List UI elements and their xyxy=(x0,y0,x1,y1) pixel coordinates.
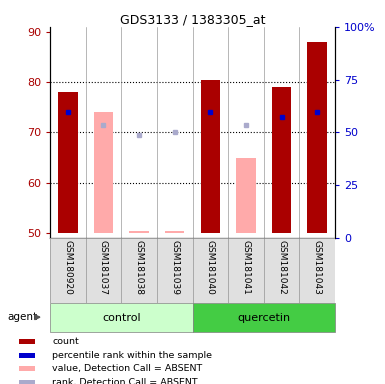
Text: rank, Detection Call = ABSENT: rank, Detection Call = ABSENT xyxy=(52,377,198,384)
Bar xyxy=(129,230,149,233)
Bar xyxy=(192,303,335,332)
Bar xyxy=(58,92,78,233)
Text: GSM181039: GSM181039 xyxy=(170,240,179,295)
Bar xyxy=(201,80,220,233)
Bar xyxy=(19,339,35,344)
Text: GSM181037: GSM181037 xyxy=(99,240,108,295)
Text: GSM181042: GSM181042 xyxy=(277,240,286,295)
Text: quercetin: quercetin xyxy=(237,313,290,323)
Bar xyxy=(272,87,291,233)
Text: percentile rank within the sample: percentile rank within the sample xyxy=(52,351,212,360)
Text: control: control xyxy=(102,313,141,323)
Text: GSM181043: GSM181043 xyxy=(313,240,321,295)
Text: agent: agent xyxy=(8,312,38,322)
Bar xyxy=(50,303,192,332)
Bar xyxy=(236,157,256,233)
Text: GSM180920: GSM180920 xyxy=(64,240,72,295)
Bar xyxy=(165,230,184,233)
Text: GSM181040: GSM181040 xyxy=(206,240,215,295)
Text: GSM181038: GSM181038 xyxy=(135,240,144,295)
Text: count: count xyxy=(52,337,79,346)
Text: value, Detection Call = ABSENT: value, Detection Call = ABSENT xyxy=(52,364,202,373)
Bar xyxy=(307,42,327,233)
Text: GSM181041: GSM181041 xyxy=(241,240,250,295)
Bar xyxy=(19,353,35,358)
Title: GDS3133 / 1383305_at: GDS3133 / 1383305_at xyxy=(120,13,265,26)
Bar xyxy=(19,366,35,371)
Bar xyxy=(94,113,113,233)
Bar xyxy=(19,380,35,384)
